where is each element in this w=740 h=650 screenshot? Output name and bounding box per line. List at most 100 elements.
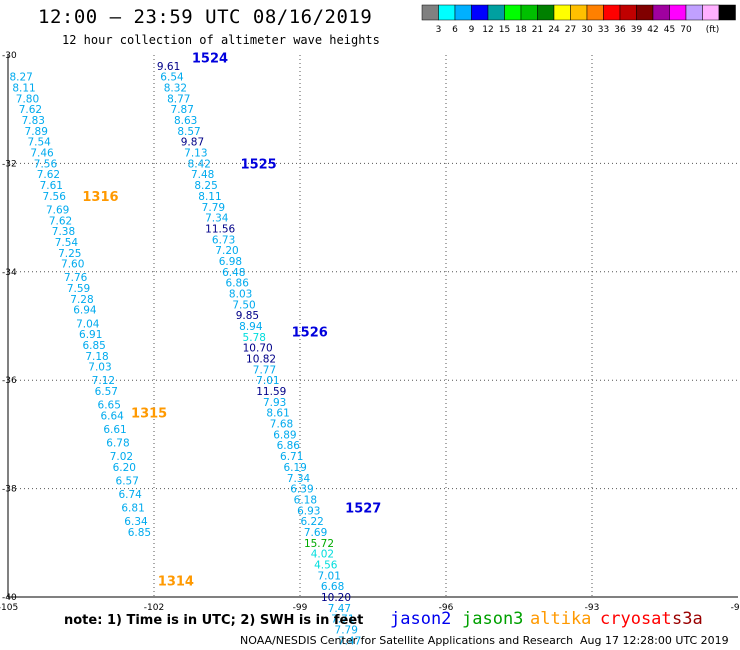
y-tick-label: -40 [2,593,17,603]
swh-point: 7.68 [270,419,293,431]
swh-point: 7.89 [25,126,48,138]
orbit-label: 1526 [292,325,328,340]
swh-point: 6.85 [82,340,105,352]
swh-point: 7.18 [85,351,108,363]
swh-point: 4.56 [314,559,338,571]
y-tick-label: -34 [2,268,17,278]
swh-point: 7.25 [58,248,81,260]
legend-tick-label: 27 [565,25,576,35]
legend-swatch [487,4,505,21]
swh-point: 6.65 [98,400,121,412]
satellite-altika: altika [530,609,592,629]
legend-swatch [504,4,522,21]
swh-point: 7.03 [88,362,111,374]
swh-point: 7.60 [61,259,84,271]
legend-tick-label: 39 [631,25,643,35]
x-tick-label: -105 [0,603,18,613]
swh-point: 7.56 [34,158,58,170]
swh-point: 7.71 [331,614,354,626]
credit-line: NOAA/NESDIS Center for Satellite Applica… [240,634,574,647]
legend-tick-label: 42 [647,25,658,35]
swh-point: 7.54 [27,137,51,149]
swh-point: 8.27 [9,72,32,84]
swh-point: 7.48 [191,169,214,181]
legend-tick-label: 24 [548,25,560,35]
legend-tick-label: (ft) [706,25,720,35]
swh-point: 10.82 [246,354,276,366]
legend-swatch [619,4,637,21]
swh-point: 6.39 [290,484,313,496]
satellite-jason2: jason2 [390,609,452,629]
y-tick-label: -36 [2,376,17,386]
swh-point: 7.47 [338,635,361,647]
legend-swatch [454,4,472,21]
legend-tick-label: 9 [469,25,475,35]
x-tick-label: -102 [144,603,164,613]
orbit-label: 1525 [241,157,277,172]
swh-point: 7.01 [318,570,341,582]
legend-swatch [586,4,604,21]
swh-point: 7.02 [110,451,133,463]
legend-tick-label: 36 [614,25,626,35]
swh-point: 9.87 [181,137,204,149]
swh-point: 7.93 [263,397,286,409]
swh-point: 6.18 [294,494,317,506]
swh-point: 7.62 [19,104,42,116]
swh-point: 6.93 [297,505,320,517]
orbit-label: 1527 [345,502,381,517]
orbit-label: 1316 [82,190,118,205]
swh-point: 7.87 [171,104,194,116]
x-tick-label: -90 [731,603,740,613]
swh-point: 6.94 [73,305,97,317]
swh-point: 7.54 [55,237,79,249]
swh-point: 7.69 [46,204,69,216]
chart-title: 12:00 – 23:59 UTC 08/16/2019 [38,6,373,28]
swh-point: 6.91 [79,329,102,341]
swh-point: 8.42 [188,158,211,170]
swh-point: 7.47 [328,603,351,615]
legend-swatch [652,4,670,21]
legend-tick-label: 12 [482,25,493,35]
swh-point: 7.79 [335,625,358,637]
swh-point: 8.63 [174,115,197,127]
swh-point: 7.77 [253,364,276,376]
swh-point: 6.98 [219,256,242,268]
swh-point: 8.11 [198,191,221,203]
swh-point: 8.77 [167,93,190,105]
legend-swatch [702,4,720,21]
swh-point: 8.11 [12,83,35,95]
swh-point: 7.38 [52,226,75,238]
x-tick-label: -93 [585,603,600,613]
swh-point: 6.34 [124,516,148,528]
swh-point: 6.85 [128,527,151,539]
legend-tick-label: 30 [581,25,593,35]
swh-point: 11.56 [205,223,235,235]
y-tick-label: -38 [2,485,17,495]
legend-swatch [537,4,555,21]
swh-point: 6.86 [226,278,250,290]
chart-subtitle: 12 hour collection of altimeter wave hei… [62,33,380,47]
legend-tick-label: 45 [664,25,675,35]
swh-point: 10.20 [321,592,351,604]
swh-point: 8.25 [194,180,217,192]
swh-point: 6.74 [118,489,142,501]
swh-point: 10.70 [243,343,273,355]
swh-point: 7.62 [37,169,60,181]
swh-point: 6.57 [95,386,118,398]
swh-point: 8.61 [266,408,289,420]
swh-point: 7.01 [256,375,279,387]
swh-point: 9.85 [236,310,259,322]
y-tick-label: -32 [2,159,17,169]
legend-tick-label: 33 [598,25,609,35]
swh-point: 6.89 [273,429,296,441]
legend-swatch [685,4,703,21]
swh-point: 7.46 [30,148,54,160]
swh-point: 7.12 [92,375,115,387]
legend-tick-label: 6 [452,25,458,35]
swh-point: 7.04 [76,318,100,330]
swh-point: 7.28 [70,294,93,306]
legend-swatch [421,4,439,21]
swh-point: 7.80 [16,93,39,105]
swh-point: 7.76 [64,272,88,284]
